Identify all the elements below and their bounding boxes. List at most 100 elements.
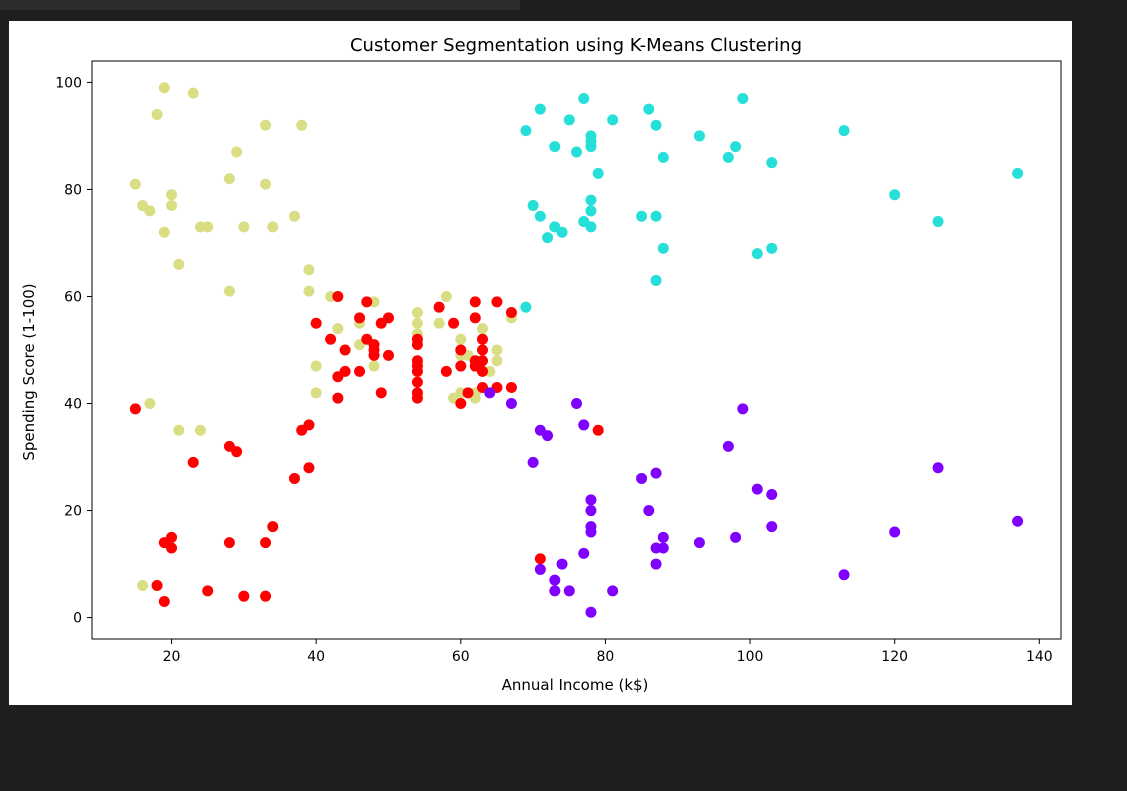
- scatter-point-cluster-3: [571, 398, 582, 410]
- scatter-point-cluster-1: [520, 301, 532, 313]
- y-tick-label: 0: [73, 611, 82, 627]
- scatter-point-cluster-2: [476, 333, 488, 345]
- scatter-point-cluster-1: [751, 248, 763, 260]
- scatter-point-cluster-3: [585, 505, 597, 517]
- scatter-point-cluster-2: [433, 301, 445, 313]
- y-tick-label: 60: [64, 289, 82, 305]
- scatter-point-cluster-3: [1012, 515, 1024, 527]
- scatter-point-cluster-0: [411, 307, 423, 319]
- scatter-point-cluster-3: [578, 547, 590, 559]
- scatter-point-cluster-0: [440, 290, 452, 302]
- scatter-point-cluster-1: [585, 221, 597, 233]
- scatter-point-cluster-2: [223, 537, 235, 549]
- x-tick-label: 120: [881, 649, 908, 665]
- scatter-point-cluster-3: [563, 585, 575, 597]
- scatter-point-cluster-1: [766, 157, 778, 169]
- scatter-point-cluster-2: [303, 462, 315, 474]
- scatter-point-cluster-0: [151, 109, 163, 121]
- scatter-point-cluster-0: [332, 323, 344, 335]
- scatter-point-cluster-3: [578, 419, 590, 431]
- scatter-point-cluster-2: [267, 521, 279, 533]
- x-tick-label: 140: [1026, 649, 1053, 665]
- scatter-point-cluster-0: [238, 221, 250, 233]
- scatter-point-cluster-0: [491, 344, 503, 356]
- scatter-point-cluster-3: [542, 430, 554, 442]
- y-tick-label: 20: [64, 504, 82, 520]
- scatter-point-cluster-0: [310, 387, 322, 399]
- scatter-point-cluster-2: [476, 365, 488, 377]
- scatter-point-cluster-1: [556, 226, 568, 238]
- scatter-point-cluster-2: [151, 579, 163, 591]
- scatter-point-cluster-3: [650, 558, 662, 570]
- scatter-point-cluster-2: [332, 290, 344, 302]
- scatter-point-cluster-1: [534, 103, 546, 115]
- scatter-point-cluster-1: [527, 200, 539, 211]
- scatter-point-cluster-2: [166, 542, 178, 554]
- scatter-point-cluster-1: [520, 125, 532, 137]
- scatter-point-cluster-2: [361, 296, 373, 308]
- scatter-point-cluster-3: [751, 483, 763, 495]
- scatter-point-cluster-0: [173, 258, 185, 270]
- scatter-point-cluster-3: [484, 387, 496, 399]
- scatter-point-cluster-2: [129, 403, 141, 415]
- scatter-point-cluster-1: [657, 151, 669, 163]
- scatter-point-cluster-2: [440, 365, 452, 377]
- scatter-point-cluster-2: [411, 392, 423, 404]
- scatter-point-cluster-2: [368, 349, 380, 361]
- scatter-point-cluster-2: [202, 585, 214, 597]
- scatter-point-cluster-3: [585, 606, 597, 618]
- scatter-point-cluster-3: [549, 585, 561, 597]
- x-tick-label: 20: [163, 649, 181, 665]
- scatter-point-cluster-1: [571, 146, 582, 158]
- scatter-point-cluster-0: [455, 333, 467, 345]
- scatter-point-cluster-1: [534, 210, 546, 222]
- x-tick-label: 80: [597, 649, 615, 665]
- scatter-point-cluster-3: [737, 403, 749, 415]
- scatter-point-cluster-0: [158, 226, 170, 238]
- scatter-point-cluster-2: [158, 596, 170, 608]
- scatter-point-cluster-1: [657, 242, 669, 254]
- scatter-point-cluster-2: [354, 312, 366, 324]
- scatter-point-cluster-1: [585, 194, 597, 206]
- chart-title: Customer Segmentation using K-Means Clus…: [350, 35, 802, 56]
- scatter-point-cluster-2: [260, 590, 272, 602]
- scatter-point-cluster-2: [260, 537, 272, 549]
- scatter-point-cluster-2: [505, 307, 517, 319]
- scatter-point-cluster-0: [231, 146, 243, 158]
- scatter-point-cluster-2: [339, 344, 351, 356]
- scatter-point-cluster-1: [585, 205, 597, 217]
- scatter-point-cluster-3: [505, 398, 517, 410]
- scatter-point-cluster-0: [296, 119, 308, 131]
- scatter-point-cluster-2: [166, 531, 178, 543]
- scatter-point-cluster-0: [194, 424, 206, 436]
- scatter-point-cluster-0: [202, 221, 214, 233]
- scatter-point-cluster-3: [585, 494, 597, 506]
- scatter-point-cluster-3: [643, 505, 655, 517]
- scatter-point-cluster-1: [1012, 167, 1024, 179]
- scatter-point-cluster-2: [505, 381, 517, 393]
- axes-layer: 20 40 60 80 100 120 140 0 20 40 60 80 100: [55, 75, 1052, 665]
- scatter-point-cluster-2: [382, 349, 394, 361]
- scatter-point-cluster-1: [592, 167, 604, 179]
- scatter-point-cluster-1: [585, 141, 597, 153]
- scatter-point-cluster-2: [462, 387, 474, 399]
- scatter-point-cluster-2: [332, 392, 344, 404]
- scatter-chart: Customer Segmentation using K-Means Clus…: [20, 35, 1062, 694]
- scatter-point-cluster-3: [607, 585, 619, 597]
- scatter-point-cluster-0: [310, 360, 322, 372]
- scatter-point-cluster-0: [267, 221, 279, 233]
- scatter-point-cluster-3: [636, 472, 648, 484]
- x-axis-label: Annual Income (k$): [502, 676, 649, 694]
- scatter-point-cluster-0: [433, 317, 445, 329]
- scatter-point-cluster-0: [137, 579, 149, 591]
- scatter-point-cluster-2: [310, 317, 322, 329]
- scatter-point-cluster-1: [549, 141, 561, 153]
- y-tick-label: 40: [64, 397, 82, 413]
- scatter-point-cluster-2: [339, 365, 351, 377]
- scatter-point-cluster-1: [730, 141, 742, 153]
- scatter-point-cluster-2: [455, 360, 467, 372]
- scatter-point-cluster-1: [563, 114, 575, 126]
- scatter-point-cluster-0: [260, 178, 272, 190]
- scatter-point-cluster-2: [231, 446, 243, 458]
- scatter-point-cluster-3: [838, 569, 850, 581]
